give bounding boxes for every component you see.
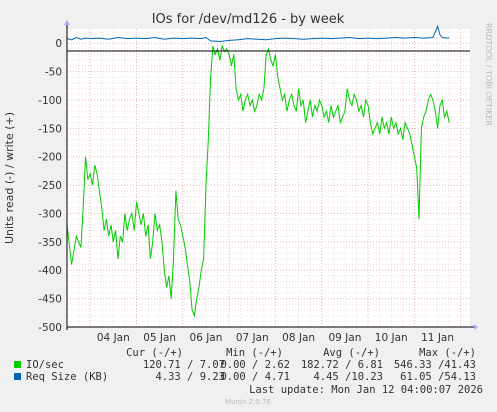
legend-swatch-req <box>14 373 21 380</box>
legend-cur-io: 120.71 / 7.07 <box>143 359 225 371</box>
legend-swatch-io <box>14 361 21 368</box>
legend-avg-io: 182.72 / 6.81 <box>301 359 383 371</box>
x-tick-label: 10 Jan <box>375 332 408 344</box>
axes <box>64 20 478 330</box>
legend-min-io: 0.00 / 2.62 <box>220 359 290 371</box>
footer: Munin 2.0.76 <box>225 398 271 406</box>
legend-header-avg: Avg (-/+) <box>323 347 380 359</box>
y-tick-label: -450 <box>38 294 62 306</box>
legend-header-cur: Cur (-/+) <box>126 347 183 359</box>
legend-avg-req: 4.45 /10.23 <box>313 371 383 383</box>
legend-max-req: 61.05 /54.13 <box>400 371 476 383</box>
plot-area <box>67 29 470 327</box>
y-tick-label: -100 <box>38 95 62 107</box>
grid <box>67 29 470 328</box>
series-line-io-sec <box>66 44 450 318</box>
y-tick-label: 0 <box>55 38 62 50</box>
y-axis-label: Units read (-) / write (+) <box>3 112 16 244</box>
legend-name-io: IO/sec <box>26 359 64 371</box>
x-tick-labels: 04 Jan 05 Jan 06 Jan 07 Jan 08 Jan 09 Jan 10 J… <box>97 332 454 344</box>
x-axis-arrow <box>474 324 478 330</box>
y-tick-label: -250 <box>38 180 62 192</box>
series-line-req-size <box>66 24 450 43</box>
side-label: RRDTOOL / TOBI OETIKER <box>484 23 493 126</box>
y-tick-labels: 0 -50 -100 -150 -200 -250 -300 -350 -400 -450 -500 <box>38 38 62 334</box>
y-tick-label: -350 <box>38 237 62 249</box>
last-update: Last update: Mon Jan 12 04:00:07 2026 <box>249 384 483 396</box>
y-tick-label: -500 <box>38 322 62 334</box>
series-group <box>66 24 450 318</box>
legend-header-min: Min (-/+) <box>226 347 283 359</box>
chart-title: IOs for /dev/md126 - by week <box>152 12 345 27</box>
legend: Cur (-/+) Min (-/+) Avg (-/+) Max (-/+) … <box>14 347 483 396</box>
x-tick-label: 05 Jan <box>143 332 176 344</box>
x-tick-label: 07 Jan <box>236 332 269 344</box>
legend-max-io: 546.33 /41.43 <box>394 359 476 371</box>
x-tick-label: 11 Jan <box>421 332 454 344</box>
legend-name-req: Req Size (KB) <box>26 371 108 383</box>
y-tick-label: -400 <box>38 265 62 277</box>
x-tick-label: 04 Jan <box>97 332 130 344</box>
legend-cur-req: 4.33 / 9.23 <box>155 371 225 383</box>
y-tick-label: -150 <box>38 123 62 135</box>
y-tick-label: -200 <box>38 152 62 164</box>
y-tick-label: -50 <box>45 67 62 79</box>
legend-header-max: Max (-/+) <box>419 347 476 359</box>
legend-min-req: 0.00 / 4.71 <box>220 371 290 383</box>
x-tick-label: 06 Jan <box>190 332 223 344</box>
x-tick-label: 09 Jan <box>328 332 361 344</box>
x-tick-label: 08 Jan <box>282 332 315 344</box>
y-axis-arrow <box>64 20 70 25</box>
y-tick-label: -300 <box>38 208 62 220</box>
